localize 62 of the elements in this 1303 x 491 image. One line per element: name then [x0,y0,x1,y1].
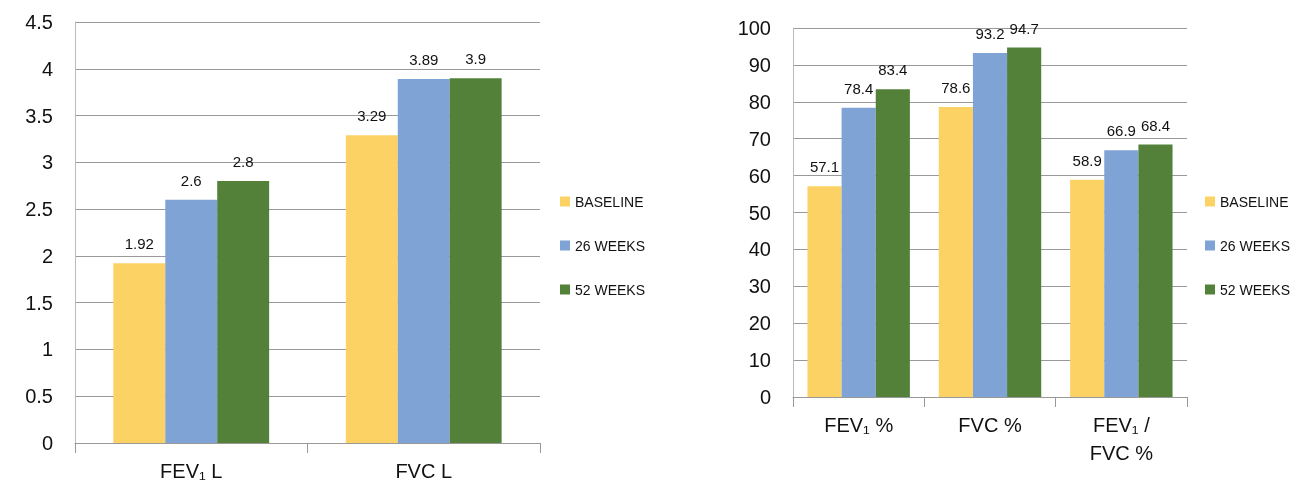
y-tick-label: 3.5 [25,104,53,127]
legend-label: 26 WEEKS [1220,237,1291,254]
data-label: 2.6 [180,171,202,189]
x-tick-label: FEV₁ % [824,414,894,436]
y-tick-label: 2 [41,244,53,267]
bar [875,89,910,397]
data-label: 78.6 [941,78,971,96]
y-tick-label: 4.5 [25,11,53,33]
y-tick-label: 30 [748,275,771,298]
y-tick-label: 100 [737,17,771,39]
bar [1070,179,1105,397]
y-tick-label: 60 [748,164,771,187]
data-label: 2.8 [232,153,254,171]
legend-label: 52 WEEKS [575,281,646,298]
bar [1007,47,1042,397]
y-tick-label: 90 [748,53,771,76]
data-label: 78.4 [844,79,874,97]
x-tick-label: FVC L [395,460,453,482]
y-tick-label: 40 [748,238,771,261]
y-tick-label: 1 [41,338,53,361]
legend-label: BASELINE [1220,193,1289,210]
bar [397,79,450,443]
bar [165,199,218,443]
y-tick-label: 0.5 [25,385,53,408]
data-label: 83.4 [878,61,908,79]
data-label: 93.2 [975,25,1005,43]
legend-label: 26 WEEKS [575,237,646,254]
data-label: 1.92 [124,235,154,253]
y-tick-label: 1.5 [25,291,53,314]
y-tick-label: 20 [748,312,771,335]
bar [1138,144,1173,397]
legend-label: 52 WEEKS [1220,281,1291,298]
data-label: 68.4 [1140,116,1171,134]
y-tick-label: 4 [41,57,53,80]
bar [449,78,502,443]
data-label: 58.9 [1072,151,1102,169]
y-tick-label: 0 [41,432,53,454]
bar [345,135,398,443]
bar [217,181,270,443]
y-tick-label: 70 [748,127,771,150]
y-tick-label: 80 [748,90,771,113]
data-label: 66.9 [1106,122,1136,140]
bar [1104,150,1139,397]
y-tick-label: 3 [41,151,53,174]
data-label: 3.29 [357,107,387,125]
legend-label: BASELINE [575,193,644,210]
bar [938,106,973,397]
y-tick-label: 2.5 [25,198,53,221]
data-label: 57.1 [809,158,840,176]
data-label: 3.9 [465,50,487,68]
bar [807,186,842,397]
data-label: 3.89 [409,51,439,69]
bar [113,263,166,443]
y-tick-label: 50 [748,201,771,224]
x-tick-label: FVC % [958,414,1022,436]
x-tick-label: FEV₁ /FVC % [1089,414,1154,464]
x-tick-label: FEV₁ L [160,460,223,482]
bar [972,53,1008,397]
y-tick-label: 0 [759,386,771,408]
y-tick-label: 10 [748,349,771,372]
bar [841,107,876,397]
data-label: 94.7 [1009,19,1039,37]
